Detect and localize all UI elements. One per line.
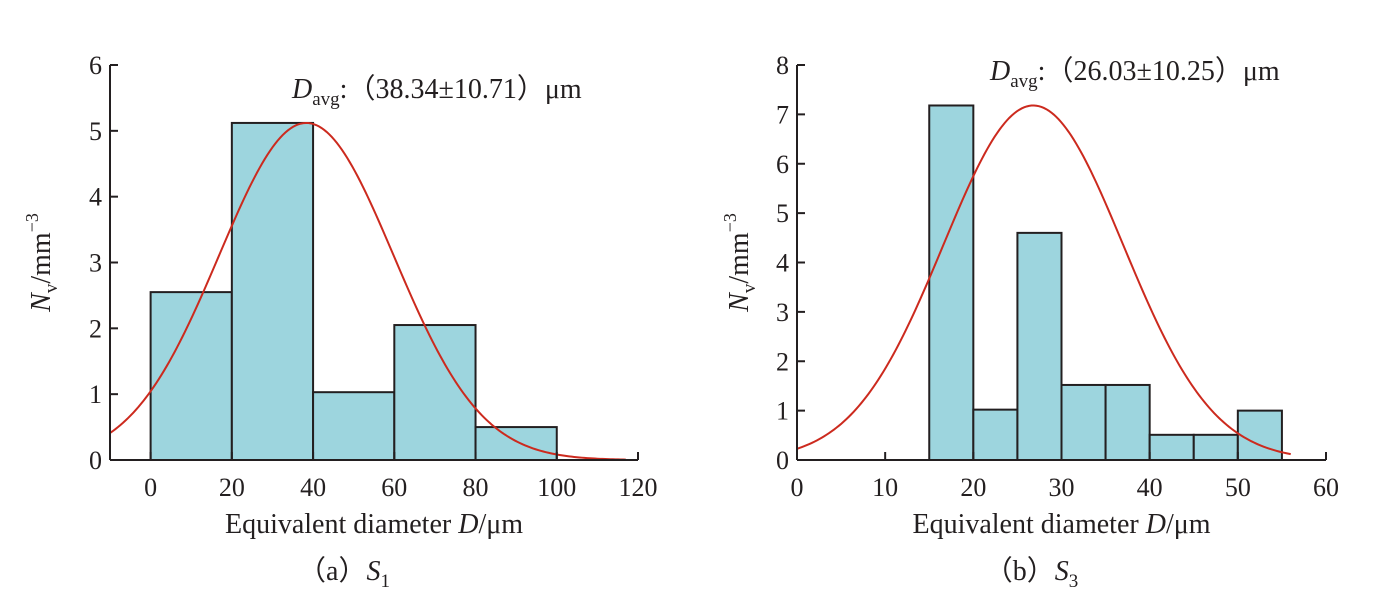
histogram-bar-30-35 bbox=[1060, 383, 1107, 462]
x-tick-label: 20 bbox=[960, 473, 986, 502]
y-tick-label: 2 bbox=[89, 314, 102, 343]
x-tick-label: 120 bbox=[619, 473, 658, 502]
x-tick-label: 30 bbox=[1049, 473, 1075, 502]
histogram-bar-45-50 bbox=[1192, 433, 1239, 462]
x-tick-label: 50 bbox=[1225, 473, 1251, 502]
y-tick-label: 3 bbox=[89, 249, 102, 278]
histogram-bar-40-45 bbox=[1148, 433, 1195, 462]
y-tick-label: 5 bbox=[89, 117, 102, 146]
y-tick-label: 6 bbox=[89, 51, 102, 80]
bars bbox=[149, 121, 558, 462]
histogram-bar-80-100 bbox=[474, 426, 558, 462]
histogram-bar-40-60 bbox=[312, 391, 396, 462]
y-tick-label: 1 bbox=[89, 380, 102, 409]
y-tick-label: 6 bbox=[776, 150, 789, 179]
y-axis-title: Nv/mm−3 bbox=[22, 213, 62, 313]
x-tick-label: 60 bbox=[381, 473, 407, 502]
x-tick-label: 80 bbox=[463, 473, 489, 502]
normal-fit-curve bbox=[796, 104, 1291, 456]
y-tick-label: 0 bbox=[89, 446, 102, 475]
histogram-bar-25-30 bbox=[1016, 231, 1063, 461]
x-tick-label: 100 bbox=[537, 473, 576, 502]
y-tick-label: 5 bbox=[776, 199, 789, 228]
bars bbox=[928, 104, 1283, 462]
normal-fit-curve bbox=[109, 121, 626, 461]
y-tick-label: 8 bbox=[776, 51, 789, 80]
x-tick-label: 40 bbox=[1137, 473, 1163, 502]
mean-annotation: Davg:（26.03±10.25）μm bbox=[989, 55, 1280, 92]
panel-caption: （b）S3 bbox=[985, 555, 1079, 592]
histogram-bar-15-20 bbox=[928, 104, 975, 462]
histogram-bar-35-40 bbox=[1104, 383, 1151, 462]
histogram-bar-50-55 bbox=[1236, 409, 1283, 461]
y-tick-label: 3 bbox=[776, 298, 789, 327]
mean-annotation: Davg:（38.34±10.71）μm bbox=[291, 73, 582, 110]
x-tick-label: 20 bbox=[219, 473, 245, 502]
y-axis-title: Nv/mm−3 bbox=[720, 213, 760, 313]
y-tick-label: 4 bbox=[776, 249, 789, 278]
chart-panel-b: 0 1 2 3 4 5 6 7 8 0 10 20 30 40 50 60 Equivalent diamete… bbox=[720, 51, 1339, 592]
x-axis-title: Equivalent diameter D/μm bbox=[225, 509, 523, 540]
x-tick-label: 60 bbox=[1313, 473, 1339, 502]
histogram-bar-20-25 bbox=[972, 408, 1019, 462]
x-tick-label: 0 bbox=[791, 473, 804, 502]
y-tick-label: 0 bbox=[776, 446, 789, 475]
x-tick-label: 0 bbox=[144, 473, 157, 502]
y-tick-label: 1 bbox=[776, 397, 789, 426]
x-tick-label: 10 bbox=[872, 473, 898, 502]
histogram-bar-20-40 bbox=[230, 121, 315, 462]
x-axis-title: Equivalent diameter D/μm bbox=[912, 509, 1210, 540]
y-tick-label: 4 bbox=[89, 183, 102, 212]
y-tick-label: 7 bbox=[776, 100, 789, 129]
y-tick-label: 2 bbox=[776, 347, 789, 376]
x-tick-label: 40 bbox=[300, 473, 326, 502]
panel-caption: （a）S1 bbox=[298, 555, 390, 592]
